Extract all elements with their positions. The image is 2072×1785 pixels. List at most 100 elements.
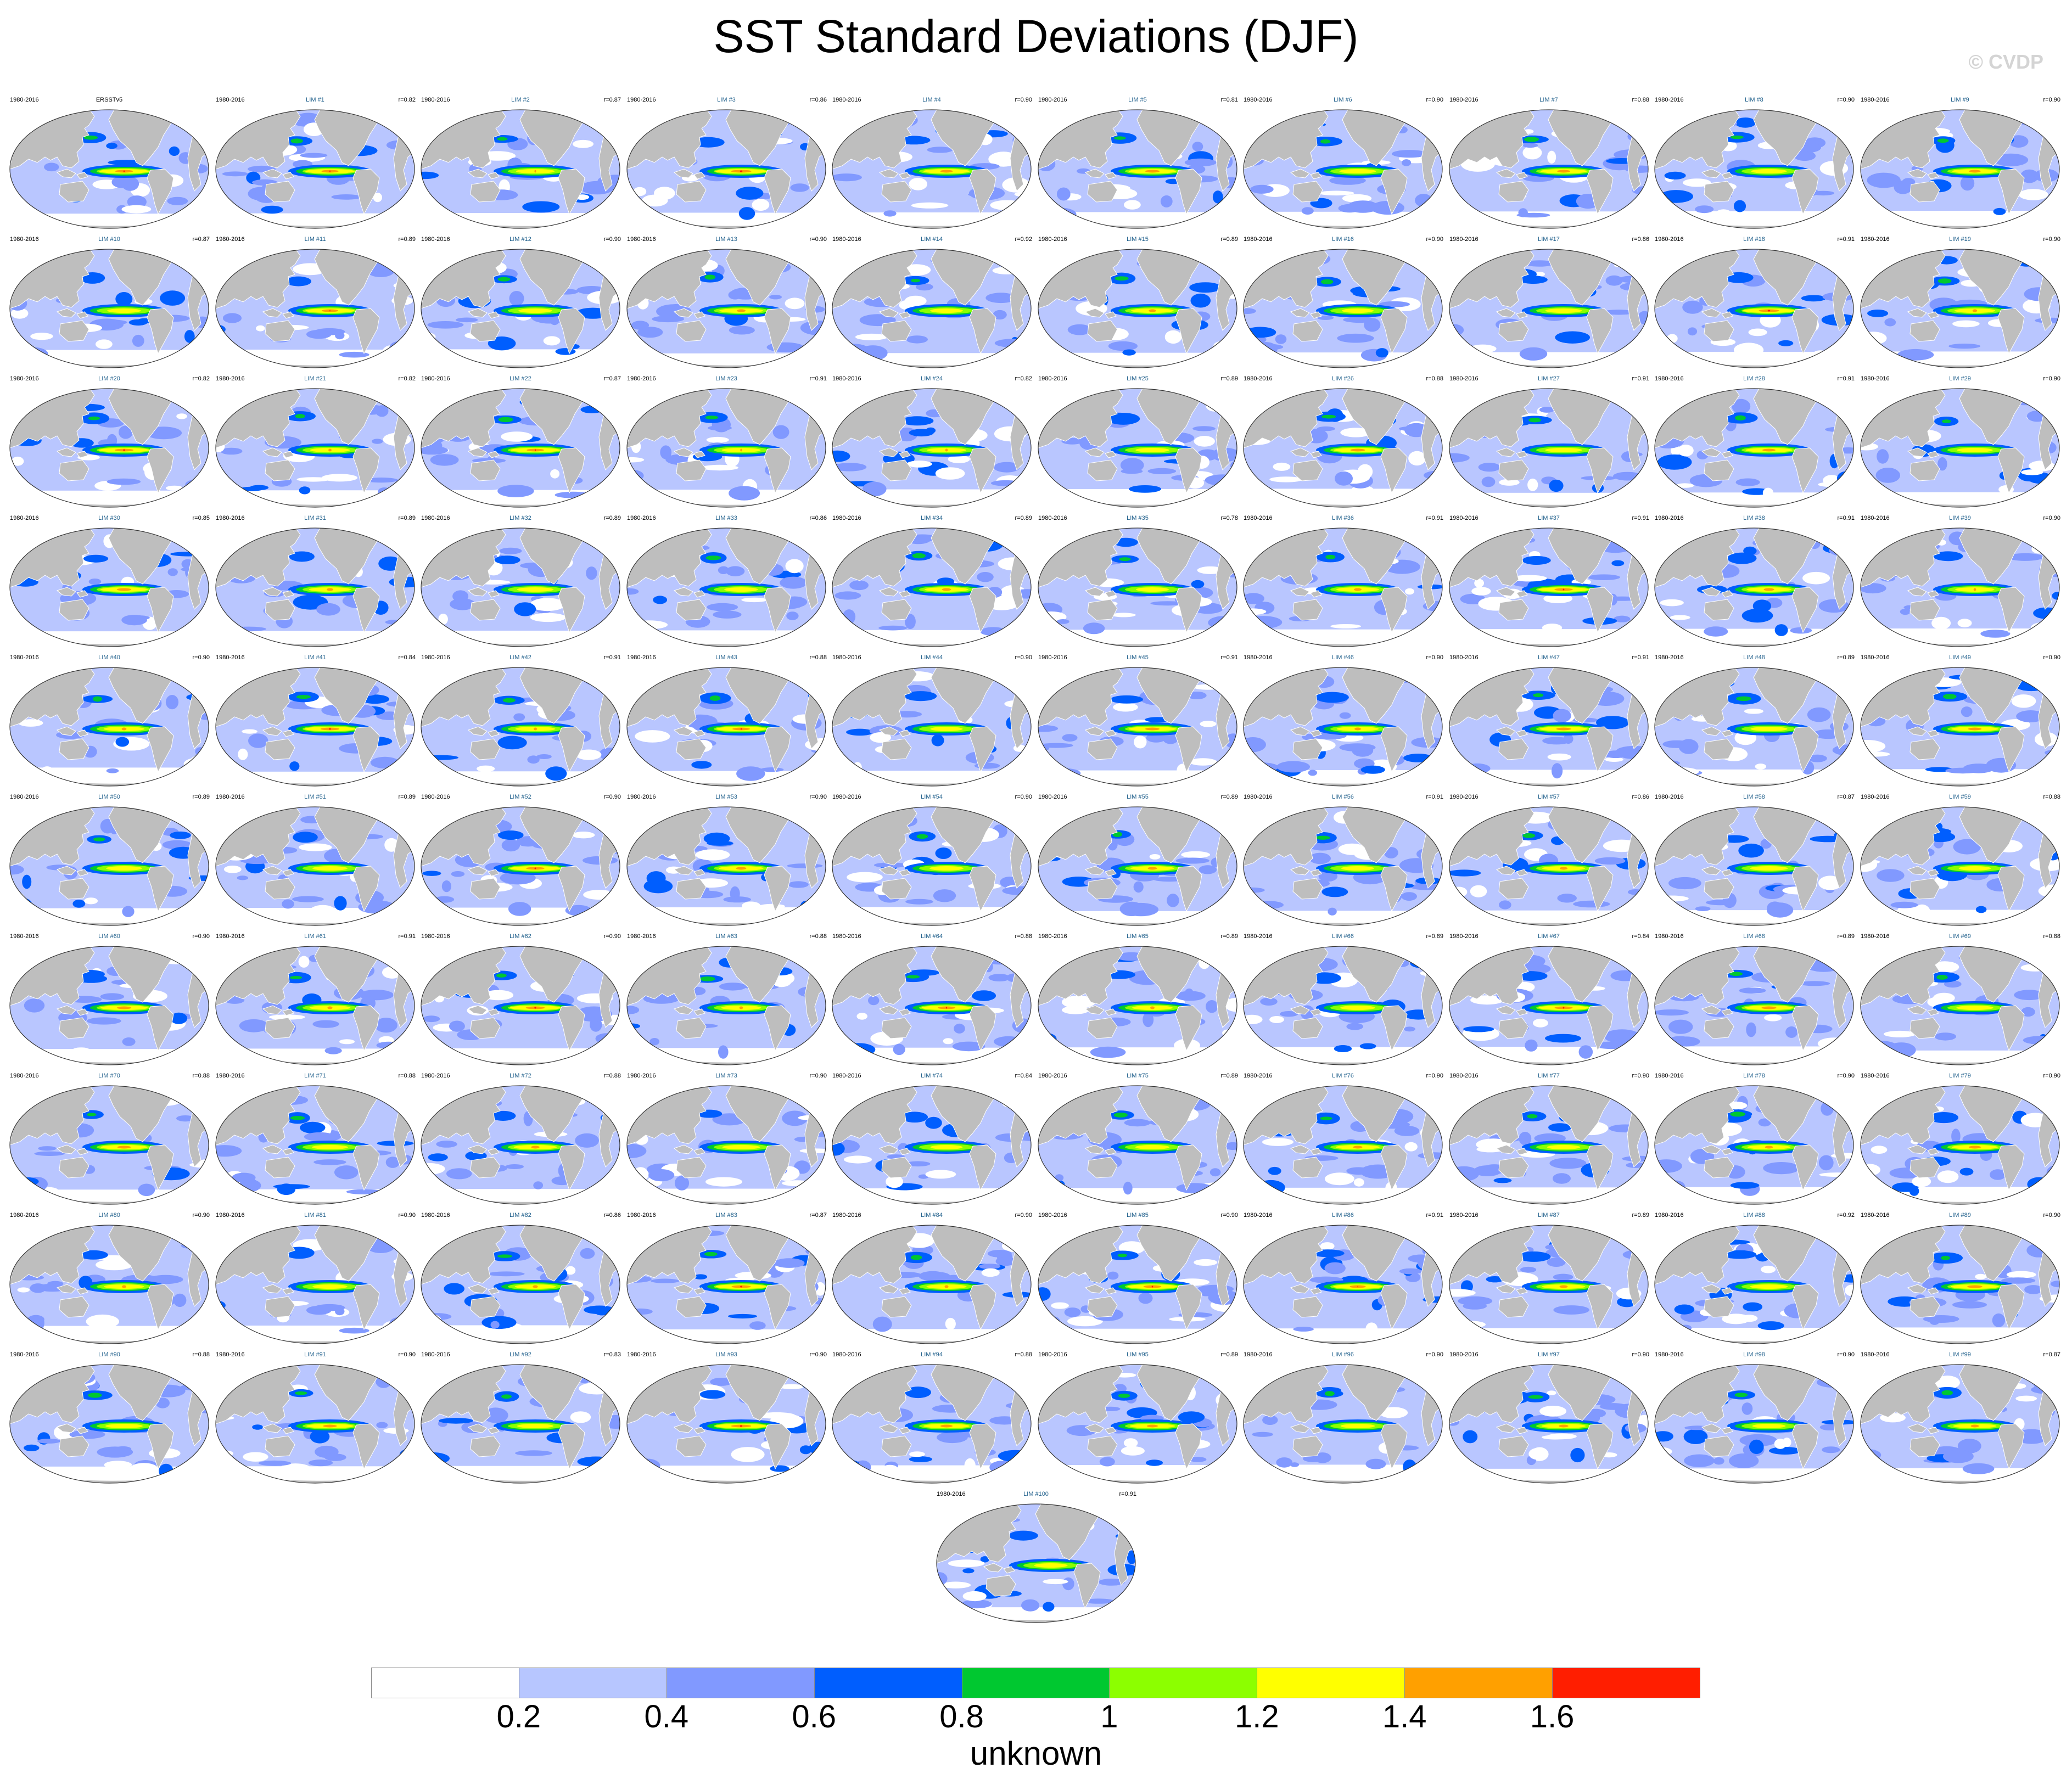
panel-dataset-label: LIM #63 (715, 933, 737, 940)
panel-dataset-label: LIM #48 (1743, 654, 1765, 661)
land-mass (1704, 181, 1734, 203)
colorbar-tick-label: 1.4 (1382, 1699, 1427, 1735)
sst-std-map (1860, 1225, 2060, 1344)
enso-variability-tongue (1339, 169, 1376, 173)
enso-variability-tongue (1762, 448, 1776, 452)
panel-period-label: 1980-2016 (832, 236, 861, 243)
panel-member: 1980-2016 LIM #58 r=0.87 (1651, 794, 1857, 926)
land-mass (1380, 726, 1408, 773)
colorbar-tick-label: 1.6 (1530, 1699, 1575, 1735)
panel-dataset-label: LIM #59 (1949, 794, 1971, 800)
panel-correlation-label: r=0.84 (1015, 1073, 1033, 1079)
enso-variability-tongue (1765, 1146, 1773, 1149)
enso-variability-tongue (329, 310, 331, 312)
land-mass (764, 447, 791, 494)
panel-correlation-label: r=0.90 (603, 933, 621, 940)
land-mass (1498, 459, 1529, 481)
sst-std-map (9, 388, 209, 508)
land-mass (878, 447, 899, 457)
map-outline (832, 1364, 1032, 1484)
map-outline (1243, 527, 1443, 647)
land-mass (2021, 249, 2042, 266)
land-mass (1292, 738, 1323, 760)
land-mass (1199, 1225, 1220, 1242)
map-outline (626, 527, 826, 647)
panel-period-label: 1980-2016 (421, 375, 450, 382)
land-mass (582, 389, 603, 406)
land-mass (1199, 528, 1220, 545)
land-mass (76, 1008, 88, 1016)
land-mass (1087, 459, 1118, 481)
sst-std-map (626, 527, 826, 647)
sst-std-map (1449, 1225, 1649, 1344)
land-mass (76, 1287, 88, 1295)
panel-period-label: 1980-2016 (421, 236, 450, 243)
land-mass (1516, 1427, 1528, 1434)
land-mass (147, 1144, 174, 1191)
enso-variability-tongue (1545, 448, 1582, 452)
panel-member: 1980-2016 LIM #55 r=0.89 (1035, 794, 1240, 926)
land-mass (488, 590, 500, 598)
panel-member: 1980-2016 LIM #36 r=0.91 (1240, 515, 1446, 647)
land-mass (878, 587, 899, 597)
panel-dataset-label: LIM #23 (715, 375, 737, 382)
land-mass (171, 389, 192, 406)
panel-dataset-label: LIM #41 (304, 654, 326, 661)
enso-variability-tongue (1354, 727, 1361, 731)
land-mass (1927, 451, 1939, 458)
land-mass (1909, 181, 1940, 203)
map-outline (421, 667, 620, 787)
map-outline (1243, 249, 1443, 368)
land-mass (878, 308, 899, 318)
colorbar-swatch (814, 1668, 962, 1698)
land-mass (582, 528, 603, 545)
land-mass (1997, 447, 2025, 494)
panel-dataset-label: LIM #6 (1334, 97, 1352, 103)
land-mass (969, 308, 996, 355)
panel-correlation-label: r=0.88 (2043, 794, 2061, 800)
panel-member: 1980-2016 LIM #47 r=0.91 (1446, 654, 1651, 787)
land-mass (488, 172, 500, 179)
panel-member: 1980-2016 LIM #21 r=0.82 (212, 375, 418, 508)
panel-dataset-label: LIM #60 (98, 933, 120, 940)
land-mass (1404, 1086, 1425, 1103)
panel-member: 1980-2016 LIM #89 r=0.90 (1857, 1212, 2063, 1344)
enso-variability-tongue (117, 1146, 131, 1149)
sst-std-map (9, 527, 209, 647)
panel-dataset-label: LIM #39 (1949, 515, 1971, 521)
land-mass (764, 587, 791, 633)
land-mass (1721, 451, 1733, 458)
panel-dataset-label: LIM #8 (1745, 97, 1763, 103)
panel-period-label: 1980-2016 (1449, 1073, 1479, 1079)
panel-dataset-label: LIM #56 (1332, 794, 1354, 800)
map-outline (1860, 946, 2060, 1065)
panel-member: 1980-2016 LIM #78 r=0.90 (1651, 1073, 1857, 1205)
map-outline (215, 527, 415, 647)
panel-correlation-label: r=0.90 (809, 236, 827, 243)
panel-correlation-label: r=0.88 (1426, 375, 1444, 382)
panel-dataset-label: LIM #30 (98, 515, 120, 521)
land-mass (1292, 1435, 1323, 1457)
panel-correlation-label: r=0.88 (192, 1073, 210, 1079)
land-mass (673, 1284, 693, 1294)
land-mass (1721, 172, 1733, 179)
land-mass (881, 1017, 912, 1039)
map-outline (9, 1364, 209, 1484)
land-mass (2021, 528, 2042, 545)
land-mass (764, 308, 791, 355)
panel-correlation-label: r=0.90 (1632, 1351, 1650, 1358)
land-mass (1701, 1005, 1721, 1015)
colorbar-tick-label: 0.6 (792, 1699, 836, 1735)
map-outline (1860, 388, 2060, 508)
panel-correlation-label: r=0.82 (398, 97, 416, 103)
panel-period-label: 1980-2016 (1038, 97, 1067, 103)
land-mass (1292, 1157, 1323, 1178)
land-mass (147, 1423, 174, 1470)
copyright-label: © CVDP (1968, 50, 2043, 73)
enso-variability-tongue (1150, 1006, 1155, 1009)
panel-period-label: 1980-2016 (832, 1073, 861, 1079)
panel-period-label: 1980-2016 (1244, 933, 1273, 940)
panel-correlation-label: r=0.87 (809, 1212, 827, 1219)
panel-member: 1980-2016 LIM #52 r=0.90 (418, 794, 623, 926)
panel-member: 1980-2016 LIM #74 r=0.84 (829, 1073, 1034, 1205)
